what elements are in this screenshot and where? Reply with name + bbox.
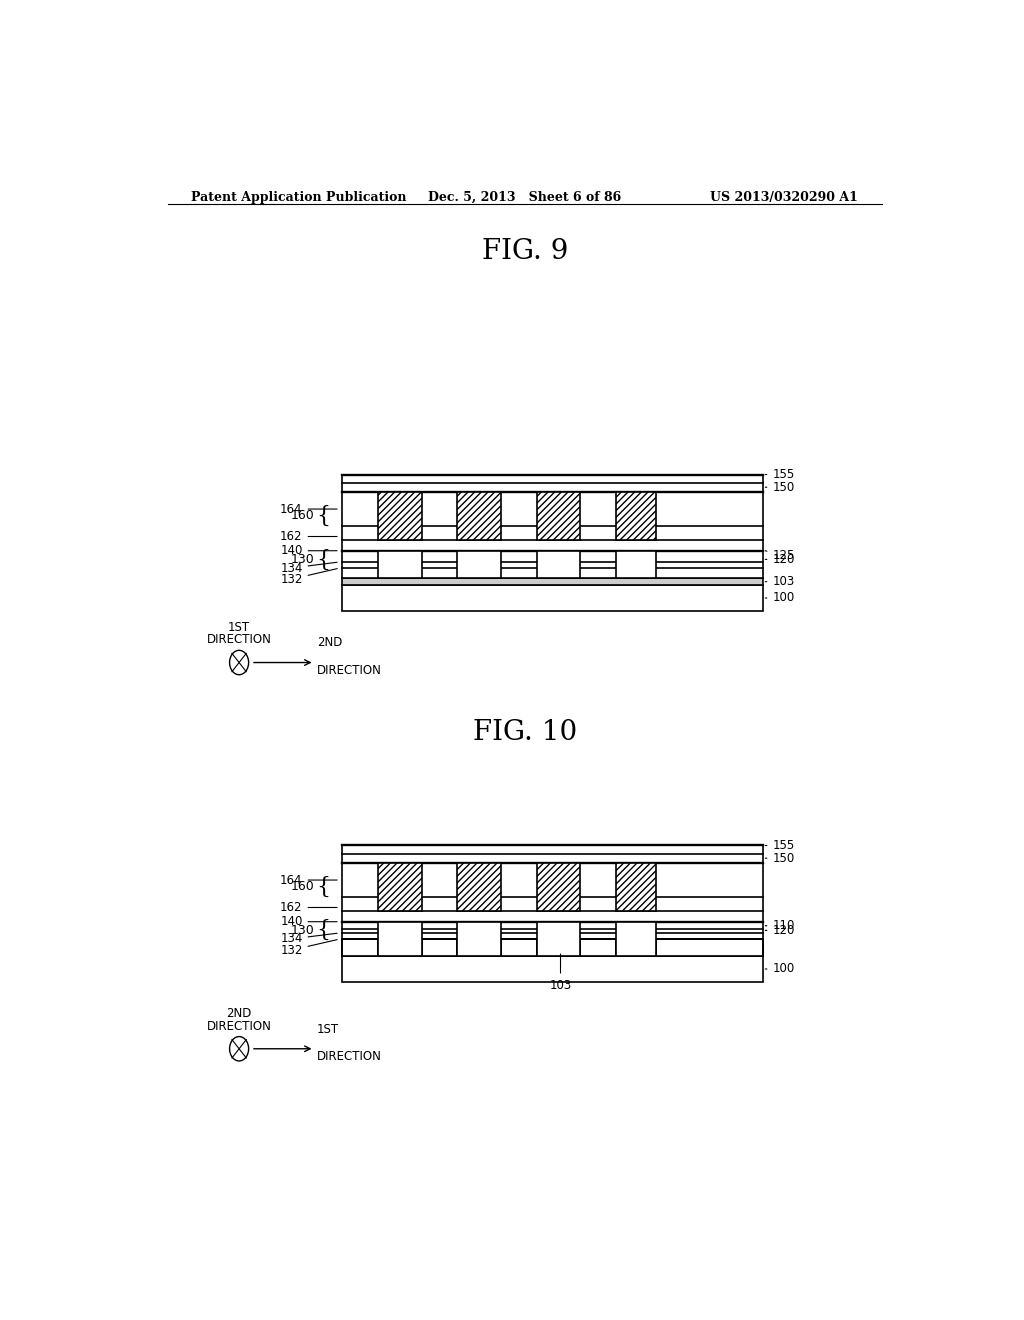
Bar bbox=[378, 492, 422, 540]
Text: 134: 134 bbox=[281, 932, 337, 945]
Bar bbox=[342, 578, 763, 585]
Text: 162: 162 bbox=[281, 902, 337, 913]
Bar bbox=[616, 492, 655, 540]
Bar bbox=[378, 863, 422, 911]
Text: 100: 100 bbox=[765, 962, 795, 975]
Text: DIRECTION: DIRECTION bbox=[316, 664, 382, 677]
Text: 132: 132 bbox=[281, 940, 337, 957]
Text: 100: 100 bbox=[765, 591, 795, 605]
Bar bbox=[342, 939, 378, 956]
Text: 164: 164 bbox=[281, 874, 337, 887]
Bar bbox=[342, 585, 763, 611]
Text: DIRECTION: DIRECTION bbox=[316, 1049, 382, 1063]
Bar bbox=[378, 550, 422, 578]
Bar bbox=[342, 956, 763, 982]
Bar bbox=[581, 939, 616, 956]
Bar bbox=[501, 939, 537, 956]
Bar bbox=[616, 550, 655, 578]
Bar bbox=[342, 474, 763, 578]
Text: DIRECTION: DIRECTION bbox=[207, 634, 271, 647]
Text: 155: 155 bbox=[765, 840, 795, 851]
Text: {: { bbox=[316, 919, 331, 941]
Text: FIG. 10: FIG. 10 bbox=[473, 719, 577, 746]
Text: 103: 103 bbox=[550, 954, 571, 991]
Text: 164: 164 bbox=[281, 503, 337, 516]
Text: 160: 160 bbox=[291, 880, 314, 894]
Text: Patent Application Publication: Patent Application Publication bbox=[191, 191, 407, 203]
Bar bbox=[422, 939, 458, 956]
Text: DIRECTION: DIRECTION bbox=[207, 1019, 271, 1032]
Bar bbox=[342, 846, 763, 956]
Text: 2ND: 2ND bbox=[316, 636, 342, 649]
Text: Dec. 5, 2013   Sheet 6 of 86: Dec. 5, 2013 Sheet 6 of 86 bbox=[428, 191, 622, 203]
Text: 130: 130 bbox=[291, 553, 314, 566]
Text: 125: 125 bbox=[765, 549, 795, 562]
Text: 132: 132 bbox=[281, 569, 337, 586]
Bar bbox=[458, 550, 501, 578]
Text: 162: 162 bbox=[281, 531, 337, 543]
Bar bbox=[655, 939, 763, 956]
Bar bbox=[616, 863, 655, 911]
Bar bbox=[378, 921, 422, 956]
Text: 150: 150 bbox=[765, 851, 795, 865]
Text: 140: 140 bbox=[281, 915, 337, 928]
Text: FIG. 9: FIG. 9 bbox=[481, 238, 568, 265]
Bar bbox=[458, 492, 501, 540]
Text: 120: 120 bbox=[765, 553, 795, 566]
Text: 160: 160 bbox=[291, 510, 314, 523]
Text: 130: 130 bbox=[291, 924, 314, 937]
Text: US 2013/0320290 A1: US 2013/0320290 A1 bbox=[711, 191, 858, 203]
Text: 134: 134 bbox=[281, 561, 337, 574]
Text: {: { bbox=[316, 504, 331, 527]
Text: 110: 110 bbox=[765, 919, 795, 932]
Text: 155: 155 bbox=[765, 469, 795, 480]
Text: 1ST: 1ST bbox=[316, 1023, 339, 1036]
Text: 150: 150 bbox=[765, 480, 795, 494]
Bar bbox=[537, 492, 581, 540]
Bar bbox=[537, 921, 581, 956]
Text: {: { bbox=[316, 548, 331, 570]
Bar bbox=[616, 921, 655, 956]
Text: {: { bbox=[316, 875, 331, 898]
Text: 140: 140 bbox=[281, 544, 337, 557]
Bar bbox=[537, 863, 581, 911]
Text: 120: 120 bbox=[765, 924, 795, 937]
Bar bbox=[458, 863, 501, 911]
Text: 2ND: 2ND bbox=[226, 1007, 252, 1020]
Text: 103: 103 bbox=[765, 576, 795, 589]
Bar bbox=[458, 921, 501, 956]
Bar bbox=[537, 550, 581, 578]
Text: 1ST: 1ST bbox=[228, 622, 250, 634]
